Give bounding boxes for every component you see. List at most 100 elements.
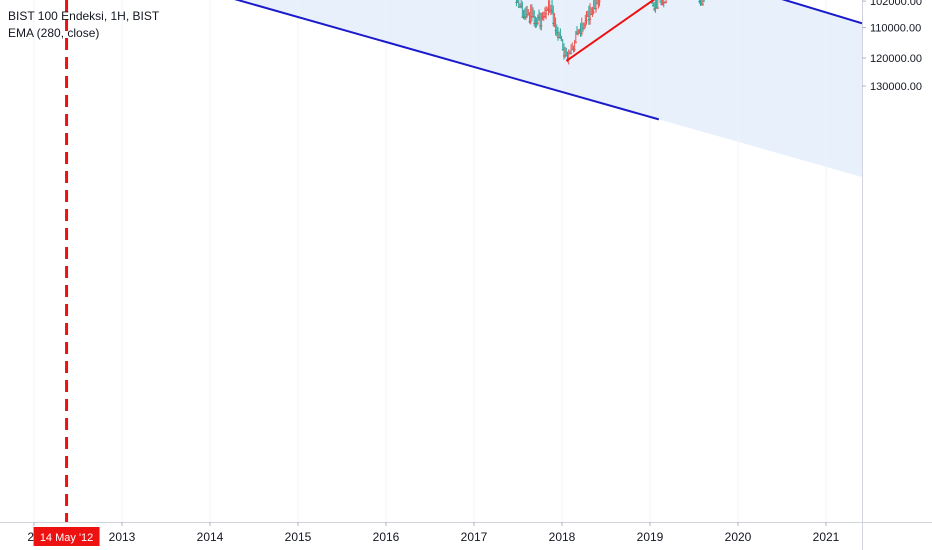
candle-body	[528, 21, 531, 23]
time-axis-tick-label: 2016	[373, 530, 400, 544]
candle-body	[663, 2, 666, 4]
indicator-label: EMA (280, close)	[8, 26, 100, 40]
candle-body	[571, 49, 574, 51]
candle-body	[661, 3, 664, 5]
candle-body	[530, 16, 533, 18]
candle-body	[700, 4, 703, 6]
candle-body	[586, 15, 589, 17]
candle-body	[562, 55, 565, 57]
candle-body	[551, 10, 554, 12]
time-axis-tick-label: 2013	[109, 530, 136, 544]
candle-body	[549, 9, 552, 11]
candle-body	[698, 1, 701, 3]
candle-body	[522, 16, 525, 18]
date-marker-label: 14 May '12	[40, 532, 93, 544]
candle-body	[542, 16, 545, 18]
candle-body	[552, 22, 555, 24]
candle-body	[516, 1, 519, 3]
price-axis-tick-label: 110000.00	[870, 23, 921, 35]
candle-body	[558, 37, 561, 39]
candle-body	[593, 8, 596, 10]
candle-body	[598, 0, 601, 2]
candle-body	[533, 22, 536, 24]
candle-body	[597, 3, 600, 5]
candle-body	[554, 30, 557, 32]
candle-body	[662, 2, 665, 4]
candle-body	[537, 16, 540, 18]
candle-body	[555, 32, 558, 34]
candle-body	[577, 32, 580, 34]
candle-body	[572, 48, 575, 50]
candle-body	[523, 16, 526, 18]
candle-body	[656, 7, 659, 9]
candle-body	[592, 11, 595, 13]
candle-body	[541, 16, 544, 18]
candle-body	[701, 4, 704, 6]
candle-body	[654, 8, 657, 10]
candle-body	[539, 25, 542, 27]
candle-body	[596, 3, 599, 5]
time-axis-tick-label: 2018	[549, 530, 576, 544]
time-axis-tick-label: 2017	[461, 530, 488, 544]
candle-body	[535, 22, 538, 24]
candle-body	[576, 32, 579, 34]
candle-body	[521, 16, 524, 18]
candle-body	[568, 53, 571, 55]
symbol-title: BIST 100 Endeksi, 1H, BIST	[8, 9, 160, 23]
candle-body	[665, 1, 668, 3]
candle-body	[580, 32, 583, 34]
candle-body	[518, 6, 521, 8]
candle-body	[587, 18, 590, 20]
candle-body	[559, 37, 562, 39]
candle-body	[591, 13, 594, 15]
time-axis-tick-label: 2019	[637, 530, 664, 544]
candle-body	[578, 30, 581, 32]
candle-body	[532, 16, 535, 18]
time-axis-tick-label: 2021	[813, 530, 840, 544]
price-axis-tick-label: 120000.00	[870, 53, 922, 65]
trend-line[interactable]	[565, 0, 773, 62]
channel-upper-line[interactable]	[67, 0, 660, 121]
candle-body	[534, 22, 537, 24]
candle-body	[524, 16, 527, 18]
time-axis-tick-label: 2015	[285, 530, 312, 544]
candle-body	[655, 7, 658, 9]
candle-body	[536, 22, 539, 24]
price-axis-tick-label: 102000.00	[870, 0, 922, 8]
candle-body	[526, 14, 529, 16]
candle-body	[579, 32, 582, 34]
candle-body	[653, 8, 656, 10]
candle-body	[574, 41, 577, 43]
candle-body	[581, 28, 584, 30]
time-axis-tick-label: 2020	[725, 530, 752, 544]
candle-body	[540, 25, 543, 27]
candle-body	[585, 19, 588, 21]
date-marker-badge	[33, 527, 100, 546]
candle-body	[561, 49, 564, 51]
candle-body	[546, 9, 549, 11]
chart-legend: BIST 100 Endeksi, 1H, BIST EMA (280, clo…	[8, 8, 159, 42]
candle-body	[583, 28, 586, 30]
candle-body	[570, 53, 573, 55]
candle-body	[515, 1, 518, 3]
candle-body	[556, 37, 559, 39]
candle-body	[517, 6, 520, 8]
candle-body	[573, 48, 576, 50]
candle-body	[590, 13, 593, 15]
candle-body	[595, 8, 598, 10]
candle-body	[560, 39, 563, 41]
candle-body	[553, 22, 556, 24]
candle-body	[699, 3, 702, 5]
candle-body	[565, 55, 568, 57]
time-axis-tick-label: 2014	[197, 530, 224, 544]
candle-body	[652, 5, 655, 7]
price-axis-tick-label: 130000.00	[870, 81, 922, 93]
candle-body	[529, 21, 532, 23]
candle-body	[547, 9, 550, 11]
candle-body	[584, 24, 587, 26]
candle-body	[543, 16, 546, 18]
candle-body	[548, 9, 551, 11]
candle-body	[520, 5, 523, 7]
